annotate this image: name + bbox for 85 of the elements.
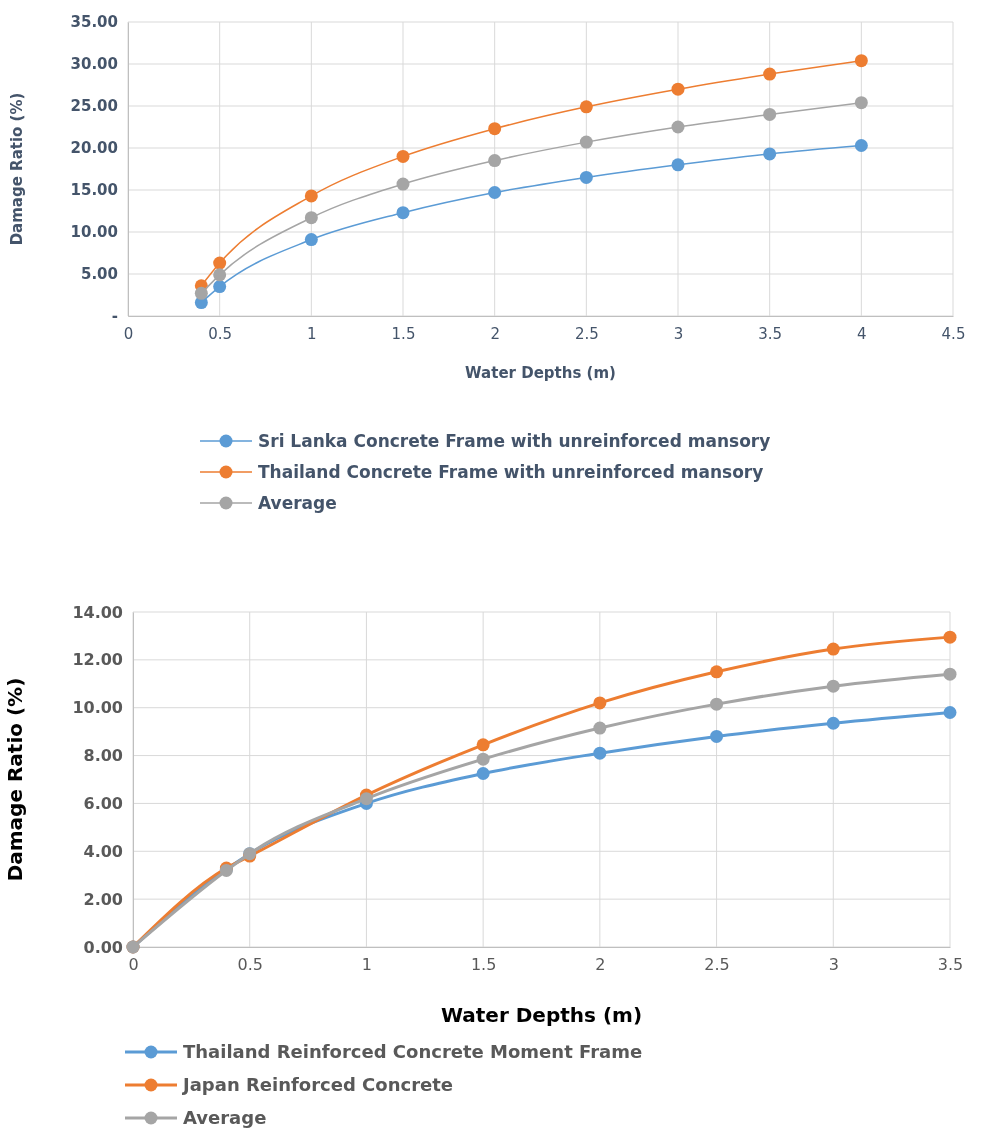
x-tick-label: 3 bbox=[673, 324, 684, 343]
point bbox=[854, 96, 868, 110]
x-tick-label: 2.5 bbox=[574, 324, 599, 343]
point bbox=[593, 721, 607, 735]
point bbox=[488, 122, 502, 136]
point bbox=[396, 149, 410, 163]
y-tick-label: 25.00 bbox=[70, 97, 118, 116]
legend-label: Sri Lanka Concrete Frame with unreinforced mansory bbox=[258, 430, 771, 451]
y-tick-label: 10.00 bbox=[70, 223, 118, 242]
point bbox=[710, 729, 724, 743]
legend-label: Average bbox=[183, 1107, 267, 1129]
x-tick-label: 2 bbox=[490, 324, 500, 343]
point bbox=[826, 716, 840, 730]
y-tick-label: 12.00 bbox=[72, 650, 123, 670]
point bbox=[304, 211, 318, 225]
x-tick-label: 3 bbox=[828, 955, 839, 975]
point bbox=[763, 147, 777, 161]
x-tick-label: 2.5 bbox=[704, 955, 730, 975]
x-tick-label: 0 bbox=[128, 955, 139, 975]
point bbox=[593, 746, 607, 760]
x-tick-label: 4.5 bbox=[941, 324, 966, 343]
x-tick-label: 0.5 bbox=[237, 955, 263, 975]
y-tick-label: 2.00 bbox=[83, 889, 123, 909]
y-tick-label: 0.00 bbox=[83, 937, 123, 957]
point bbox=[763, 67, 777, 81]
point bbox=[826, 679, 840, 693]
x-tick-label: 1 bbox=[307, 324, 317, 343]
x-tick-label: 1.5 bbox=[470, 955, 497, 975]
point bbox=[710, 665, 724, 679]
y-tick-label: 30.00 bbox=[70, 55, 118, 74]
point bbox=[826, 642, 840, 656]
point bbox=[213, 280, 227, 294]
x-tick-label: 0.5 bbox=[208, 324, 233, 343]
x-tick-label: 0 bbox=[123, 324, 134, 343]
x-axis-title: Water Depths (m) bbox=[440, 1003, 643, 1027]
x-tick-label: 1 bbox=[361, 955, 373, 975]
point bbox=[304, 233, 318, 247]
y-tick-label: 35.00 bbox=[70, 13, 118, 32]
legend-label: Average bbox=[258, 492, 337, 513]
point bbox=[476, 752, 490, 766]
legend-label: Thailand Reinforced Concrete Moment Frame bbox=[183, 1041, 643, 1063]
point bbox=[763, 107, 777, 121]
point bbox=[194, 286, 208, 300]
point bbox=[593, 696, 607, 710]
y-tick-label: 10.00 bbox=[72, 698, 123, 718]
point bbox=[579, 100, 593, 114]
point bbox=[213, 256, 227, 270]
x-tick-label: 4 bbox=[857, 324, 867, 343]
x-tick-label: 2 bbox=[595, 955, 606, 975]
x-tick-label: 3.5 bbox=[758, 324, 783, 343]
point bbox=[854, 138, 868, 152]
y-tick-label: - bbox=[111, 307, 118, 326]
point bbox=[943, 706, 957, 719]
point bbox=[488, 186, 502, 200]
point bbox=[671, 158, 685, 172]
point bbox=[671, 120, 685, 134]
y-tick-label: 4.00 bbox=[83, 841, 123, 861]
y-axis-title: Damage Ratio (%) bbox=[3, 677, 27, 882]
x-tick-label: 1.5 bbox=[391, 324, 416, 343]
point bbox=[476, 767, 490, 781]
point bbox=[854, 54, 868, 68]
point bbox=[396, 206, 410, 220]
y-tick-label: 20.00 bbox=[70, 139, 118, 158]
legend-label: Thailand Concrete Frame with unreinforced mansory bbox=[258, 461, 764, 482]
y-tick-label: 14.00 bbox=[72, 602, 123, 622]
point bbox=[671, 82, 685, 96]
y-tick-label: 8.00 bbox=[83, 746, 123, 766]
point bbox=[943, 630, 957, 644]
y-tick-label: 5.00 bbox=[80, 265, 118, 284]
point bbox=[476, 738, 490, 752]
point bbox=[943, 667, 957, 681]
point bbox=[213, 268, 227, 282]
legend-label: Japan Reinforced Concrete bbox=[181, 1074, 454, 1096]
x-axis-title: Water Depths (m) bbox=[465, 364, 616, 382]
point bbox=[359, 792, 373, 806]
point bbox=[304, 189, 318, 203]
x-tick-label: 3.5 bbox=[937, 955, 964, 975]
y-tick-label: 6.00 bbox=[83, 794, 123, 814]
point bbox=[579, 170, 593, 184]
point bbox=[396, 177, 410, 191]
point bbox=[710, 697, 724, 711]
point bbox=[579, 135, 593, 149]
point bbox=[488, 154, 502, 168]
y-axis-title: Damage Ratio (%) bbox=[8, 92, 26, 246]
y-tick-label: 15.00 bbox=[70, 181, 118, 200]
